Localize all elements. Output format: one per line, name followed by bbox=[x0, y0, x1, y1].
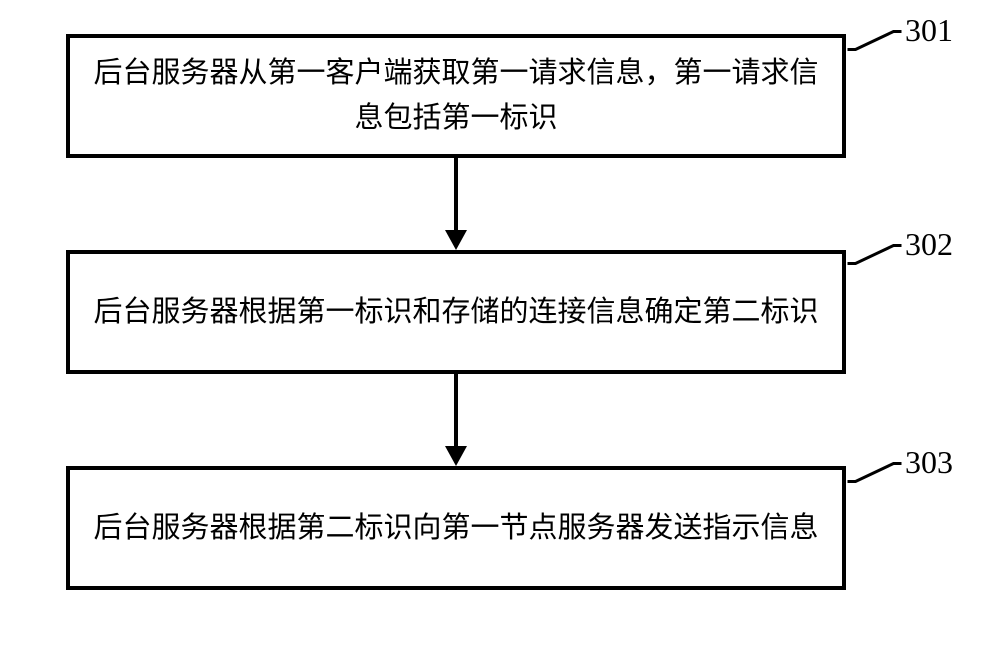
flow-step-2: 后台服务器根据第一标识和存储的连接信息确定第二标识 bbox=[66, 250, 846, 374]
flow-step-3: 后台服务器根据第二标识向第一节点服务器发送指示信息 bbox=[66, 466, 846, 590]
flow-step-2-text: 后台服务器根据第一标识和存储的连接信息确定第二标识 bbox=[83, 290, 828, 335]
flow-step-1-text: 后台服务器从第一客户端获取第一请求信息，第一请求信息包括第一标识 bbox=[70, 51, 842, 141]
step-label-1: 301 bbox=[905, 12, 953, 49]
arrowhead-2-3 bbox=[445, 446, 467, 466]
flowchart-canvas: 后台服务器从第一客户端获取第一请求信息，第一请求信息包括第一标识 301 后台服… bbox=[0, 0, 1000, 658]
callout-line-3 bbox=[846, 462, 903, 483]
arrowhead-1-2 bbox=[445, 230, 467, 250]
step-label-2: 302 bbox=[905, 226, 953, 263]
callout-line-1 bbox=[846, 30, 903, 51]
connector-2-3 bbox=[454, 374, 458, 446]
flow-step-3-text: 后台服务器根据第二标识向第一节点服务器发送指示信息 bbox=[83, 506, 828, 551]
callout-line-2 bbox=[846, 244, 903, 265]
connector-1-2 bbox=[454, 158, 458, 230]
flow-step-1: 后台服务器从第一客户端获取第一请求信息，第一请求信息包括第一标识 bbox=[66, 34, 846, 158]
step-label-3: 303 bbox=[905, 444, 953, 481]
